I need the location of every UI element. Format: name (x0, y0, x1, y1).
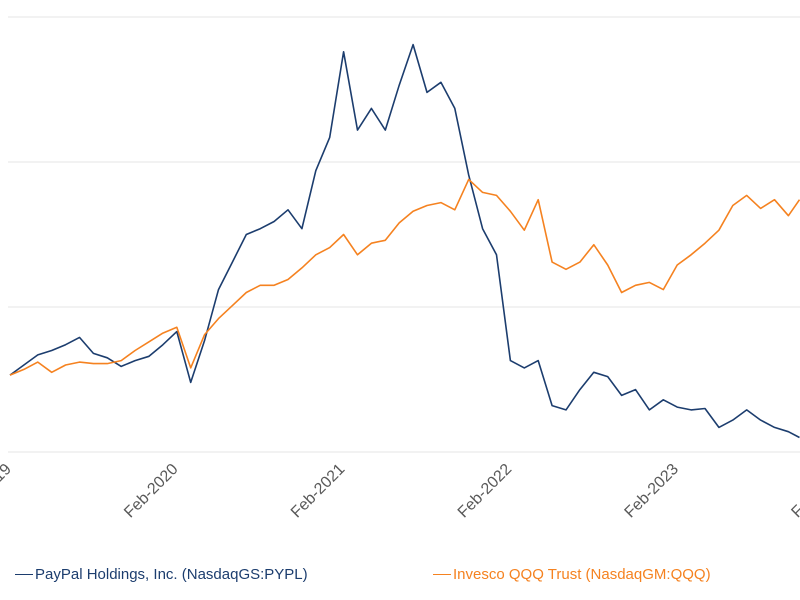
legend-line-pypl (15, 573, 33, 575)
series-line-pypl (9, 43, 800, 439)
legend-line-qqq (433, 573, 451, 575)
legend-label-qqq: Invesco QQQ Trust (NasdaqGM:QQQ) (453, 566, 711, 583)
x-tick-label: Feb-2022 (455, 461, 516, 522)
legend-label-pypl: PayPal Holdings, Inc. (NasdaqGS:PYPL) (35, 566, 308, 583)
x-tick-label: Feb-2021 (288, 461, 349, 522)
x-axis-ticks: Feb-2019 Feb-2020 Feb-2021 Feb-2022 Feb-2023… (0, 461, 800, 522)
series-lines (9, 43, 800, 439)
x-tick-label: Feb-2023 (622, 461, 683, 522)
legend-item-pypl: PayPal Holdings, Inc. (NasdaqGS:PYPL) (15, 566, 308, 583)
x-tick-label: Feb-2019 (0, 461, 15, 522)
legend-item-qqq: Invesco QQQ Trust (NasdaqGM:QQQ) (433, 566, 711, 583)
gridlines (8, 16, 800, 453)
series-line-qqq (9, 178, 800, 376)
x-tick-label: Feb-2020 (121, 461, 182, 522)
x-tick-label: Feb-2024 (788, 461, 800, 522)
